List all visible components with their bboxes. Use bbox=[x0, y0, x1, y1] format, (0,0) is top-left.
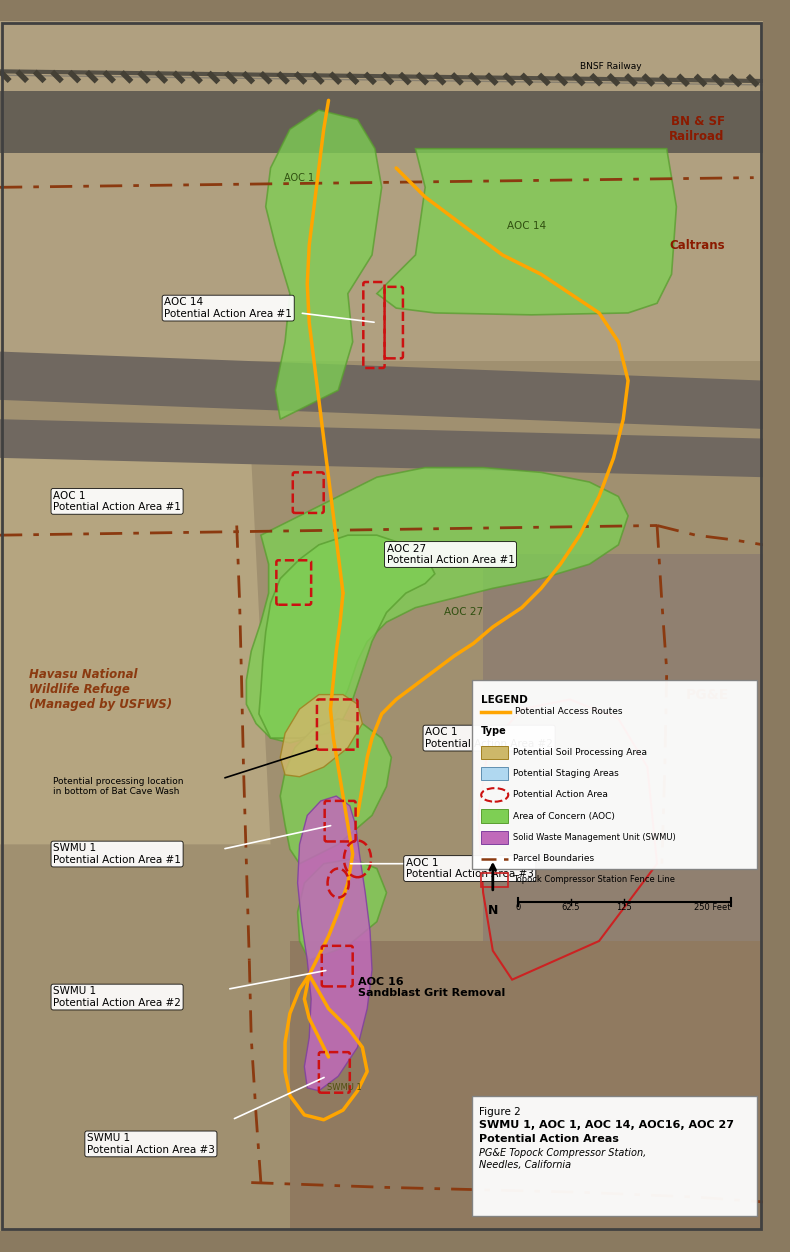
Polygon shape bbox=[280, 695, 363, 776]
Text: Potential Access Routes: Potential Access Routes bbox=[515, 707, 623, 716]
Text: AOC 14
Potential Action Area #1: AOC 14 Potential Action Area #1 bbox=[164, 297, 292, 319]
Text: AOC 16
Sandblast Grit Removal: AOC 16 Sandblast Grit Removal bbox=[358, 977, 505, 998]
Polygon shape bbox=[246, 467, 628, 742]
Polygon shape bbox=[483, 555, 763, 1038]
Polygon shape bbox=[0, 90, 763, 154]
Text: SWMU 1, AOC 1, AOC 14, AOC16, AOC 27: SWMU 1, AOC 1, AOC 14, AOC16, AOC 27 bbox=[480, 1121, 734, 1131]
Text: BNSF Railway: BNSF Railway bbox=[580, 63, 641, 71]
Text: Potential Soil Processing Area: Potential Soil Processing Area bbox=[513, 747, 647, 757]
Polygon shape bbox=[0, 21, 763, 362]
Polygon shape bbox=[259, 535, 434, 739]
Text: N: N bbox=[487, 904, 498, 918]
Polygon shape bbox=[298, 796, 372, 1090]
Text: Solid Waste Management Unit (SWMU): Solid Waste Management Unit (SWMU) bbox=[513, 833, 675, 841]
Text: AOC 14: AOC 14 bbox=[507, 220, 546, 230]
Text: PG&E: PG&E bbox=[686, 687, 729, 701]
Text: Parcel Boundaries: Parcel Boundaries bbox=[513, 854, 594, 863]
FancyBboxPatch shape bbox=[472, 680, 757, 869]
Text: 125: 125 bbox=[616, 903, 632, 913]
Bar bbox=[481, 809, 508, 823]
Polygon shape bbox=[0, 458, 270, 844]
Text: 62.5: 62.5 bbox=[562, 903, 581, 913]
Bar bbox=[481, 767, 508, 780]
Text: Potential Staging Areas: Potential Staging Areas bbox=[513, 769, 619, 779]
Text: AOC 27
Potential Action Area #1: AOC 27 Potential Action Area #1 bbox=[386, 543, 514, 566]
Polygon shape bbox=[0, 419, 763, 477]
Text: AOC 1: AOC 1 bbox=[284, 173, 314, 183]
Polygon shape bbox=[265, 110, 382, 419]
Polygon shape bbox=[290, 942, 763, 1231]
Text: Figure 2: Figure 2 bbox=[480, 1107, 521, 1117]
FancyBboxPatch shape bbox=[472, 1096, 757, 1217]
Text: BN & SF
Railroad: BN & SF Railroad bbox=[669, 115, 724, 143]
Text: Caltrans: Caltrans bbox=[669, 239, 724, 252]
Polygon shape bbox=[0, 352, 763, 429]
Text: 250 Feet: 250 Feet bbox=[694, 903, 731, 913]
Bar bbox=[481, 830, 508, 844]
Bar bbox=[481, 873, 508, 886]
Text: AOC 1
Potential Action Area #1: AOC 1 Potential Action Area #1 bbox=[53, 491, 181, 512]
Text: 0: 0 bbox=[515, 903, 521, 913]
Polygon shape bbox=[377, 149, 676, 314]
Text: Area of Concern (AOC): Area of Concern (AOC) bbox=[513, 811, 615, 820]
Polygon shape bbox=[280, 719, 391, 864]
Text: Potential Action Areas: Potential Action Areas bbox=[480, 1134, 619, 1144]
Text: Needles, California: Needles, California bbox=[480, 1161, 571, 1171]
Text: SWMU 1
Potential Action Area #3: SWMU 1 Potential Action Area #3 bbox=[87, 1133, 215, 1154]
Text: AOC 27: AOC 27 bbox=[445, 607, 483, 617]
Polygon shape bbox=[298, 859, 386, 960]
Text: Topock Compressor Station Fence Line: Topock Compressor Station Fence Line bbox=[513, 875, 675, 884]
Text: AOC 1
Potential Action Area #2: AOC 1 Potential Action Area #2 bbox=[425, 727, 553, 749]
Bar bbox=[481, 746, 508, 759]
Text: Potential processing location
in bottom of Bat Cave Wash: Potential processing location in bottom … bbox=[53, 776, 183, 796]
Text: SWMU 1: SWMU 1 bbox=[326, 1083, 361, 1093]
Text: AOC 1
Potential Action Area #3: AOC 1 Potential Action Area #3 bbox=[406, 858, 534, 879]
Text: Havasu National
Wildlife Refuge
(Managed by USFWS): Havasu National Wildlife Refuge (Managed… bbox=[29, 669, 172, 711]
Text: SWMU 1
Potential Action Area #1: SWMU 1 Potential Action Area #1 bbox=[53, 844, 181, 865]
Text: LEGEND: LEGEND bbox=[481, 695, 528, 705]
Text: PG&E Topock Compressor Station,: PG&E Topock Compressor Station, bbox=[480, 1148, 646, 1158]
Text: SWMU 1
Potential Action Area #2: SWMU 1 Potential Action Area #2 bbox=[53, 987, 181, 1008]
Text: Potential Action Area: Potential Action Area bbox=[513, 790, 608, 800]
Text: Type: Type bbox=[481, 726, 507, 736]
